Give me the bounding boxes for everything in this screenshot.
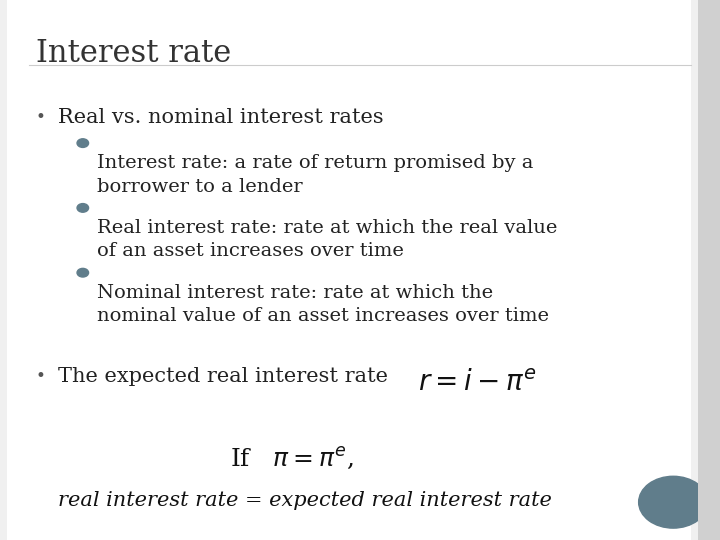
Text: •: • bbox=[36, 108, 46, 126]
Circle shape bbox=[77, 268, 89, 277]
Circle shape bbox=[77, 139, 89, 147]
Text: Interest rate: Interest rate bbox=[36, 38, 231, 69]
Text: Interest rate: a rate of return promised by a
borrower to a lender: Interest rate: a rate of return promised… bbox=[97, 154, 534, 195]
Text: $r = i - \pi^e$: $r = i - \pi^e$ bbox=[418, 370, 536, 397]
Text: Real vs. nominal interest rates: Real vs. nominal interest rates bbox=[58, 108, 383, 127]
Text: •: • bbox=[36, 367, 46, 385]
Circle shape bbox=[77, 204, 89, 212]
Text: Real interest rate: rate at which the real value
of an asset increases over time: Real interest rate: rate at which the re… bbox=[97, 219, 557, 260]
Circle shape bbox=[639, 476, 708, 528]
Text: Nominal interest rate: rate at which the
nominal value of an asset increases ove: Nominal interest rate: rate at which the… bbox=[97, 284, 549, 325]
Text: real interest rate = expected real interest rate: real interest rate = expected real inter… bbox=[58, 491, 552, 510]
Text: The expected real interest rate: The expected real interest rate bbox=[58, 367, 387, 386]
Text: If   $\pi = \pi^e$,: If $\pi = \pi^e$, bbox=[230, 446, 354, 471]
